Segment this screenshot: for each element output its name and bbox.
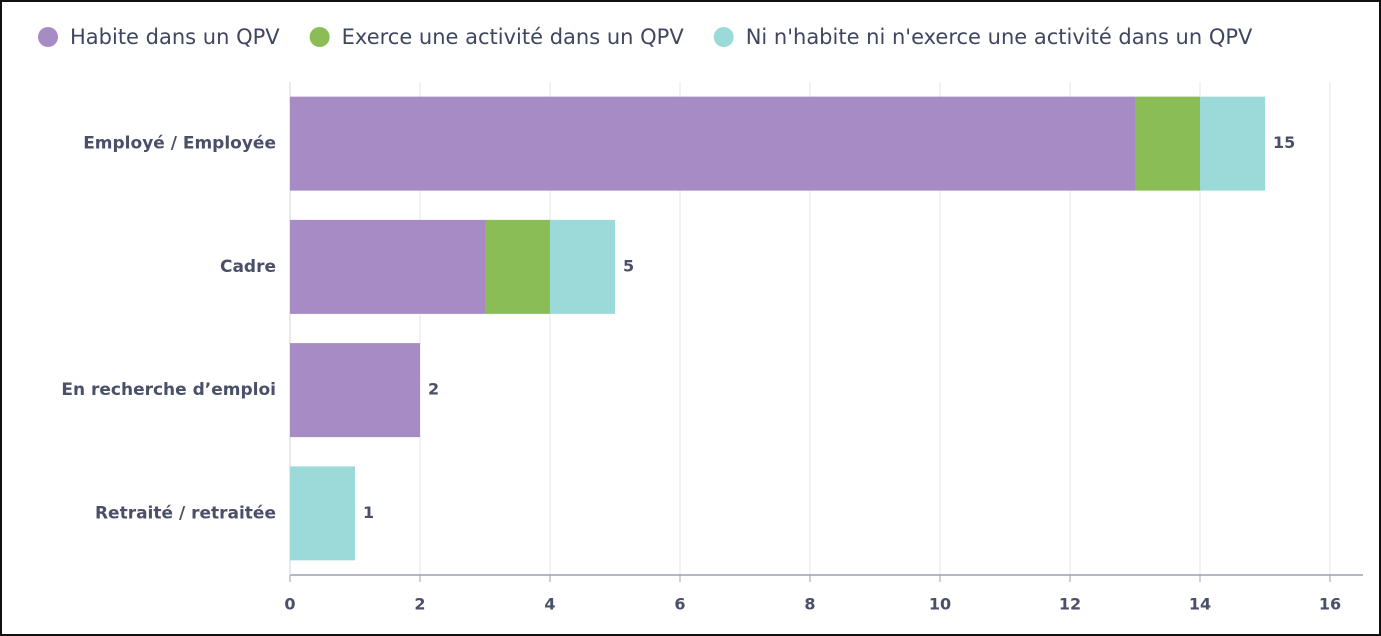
- bar-segment: [550, 219, 615, 314]
- y-tick-label: Retraité / retraitée: [95, 503, 276, 523]
- bar-segment: [1135, 96, 1200, 191]
- y-tick-label: Cadre: [220, 257, 276, 277]
- total-label: 2: [428, 380, 439, 399]
- bar-segment: [1200, 96, 1265, 191]
- x-tick-label: 6: [674, 595, 685, 614]
- x-tick-label: 8: [804, 595, 815, 614]
- x-tick-label: 10: [929, 595, 951, 614]
- x-tick-label: 14: [1189, 595, 1211, 614]
- x-tick-label: 16: [1319, 595, 1341, 614]
- total-label: 5: [623, 256, 634, 275]
- bar-segment: [290, 96, 1135, 191]
- x-tick-label: 2: [414, 595, 425, 614]
- bar-segment: [290, 343, 420, 438]
- legend-marker: [309, 27, 330, 47]
- legend-marker: [713, 27, 734, 47]
- bar-segment: [290, 219, 485, 314]
- y-tick-label: En recherche d’emploi: [61, 380, 276, 400]
- bar-segment: [485, 219, 550, 314]
- x-tick-label: 12: [1059, 595, 1081, 614]
- legend-label: Exerce une activité dans un QPV: [342, 25, 685, 49]
- total-label: 1: [363, 503, 374, 522]
- legend-marker: [38, 27, 58, 47]
- total-label: 15: [1273, 133, 1295, 152]
- legend-label: Habite dans un QPV: [70, 25, 280, 49]
- bar-segment: [290, 466, 355, 561]
- legend-label: Ni n'habite ni n'exerce une activité dan…: [746, 25, 1253, 49]
- y-tick-label: Employé / Employée: [83, 134, 276, 154]
- x-tick-label: 4: [544, 595, 555, 614]
- x-tick-label: 0: [284, 595, 295, 614]
